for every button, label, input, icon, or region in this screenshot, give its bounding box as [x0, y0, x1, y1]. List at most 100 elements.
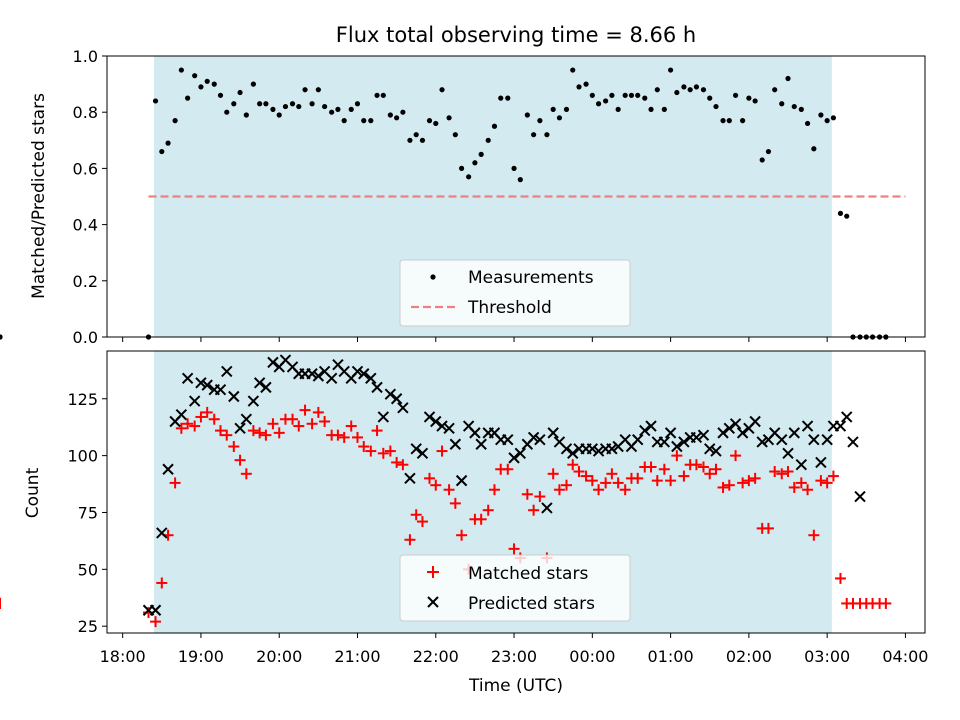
matched-star-point [697, 461, 709, 473]
measurement-point [811, 146, 817, 152]
predicted-star-point [260, 381, 272, 394]
predicted-star-point [527, 431, 540, 444]
matched-star-point [502, 463, 514, 475]
matched-star-point [338, 431, 350, 443]
measurement-point [844, 213, 850, 219]
matched-star-point [384, 445, 396, 457]
predicted-star-point [201, 379, 213, 391]
predicted-star-point [214, 383, 227, 396]
measurement-point [452, 132, 458, 138]
predicted-star-point [443, 422, 455, 435]
predicted-star-point [455, 474, 468, 487]
predicted-star-point [430, 415, 442, 428]
measurement-point [779, 101, 785, 107]
measurement-point [419, 137, 426, 143]
ratio-x-ticks [122, 337, 906, 342]
measurement-point [368, 118, 374, 124]
predicted-star-point [312, 370, 325, 382]
measurement-point [765, 148, 772, 155]
predicted-star-point [592, 445, 605, 457]
measurement-point [394, 115, 400, 121]
predicted-star-point [821, 433, 833, 446]
predicted-star-point [156, 527, 168, 539]
matched-star-point [260, 429, 272, 441]
x-tick-label: 21:00 [334, 647, 380, 666]
matched-star-point [534, 491, 546, 503]
predicted-star-point [267, 356, 279, 369]
matched-star-point [567, 459, 579, 471]
measurement-point [583, 81, 589, 87]
measurement-point [380, 92, 386, 98]
measurement-point [426, 118, 433, 124]
matched-star-point [443, 484, 455, 496]
predicted-star-point [560, 443, 573, 455]
predicted-star-point [541, 502, 553, 514]
predicted-star-point [678, 436, 690, 448]
measurement-point [740, 118, 746, 124]
predicted-star-point [632, 433, 644, 446]
measurement-point [726, 118, 732, 124]
ratio-y-label: Matched/Predicted stars [29, 93, 49, 299]
x-tick-label: 02:00 [726, 647, 772, 666]
legend-predicted-marker [427, 596, 439, 608]
legend-matched-label: Matched stars [468, 564, 588, 584]
matched-star-point [397, 459, 409, 471]
matched-star-point [690, 459, 702, 471]
predicted-star-point [736, 427, 749, 439]
matched-star-point [365, 445, 377, 457]
matched-star-point [267, 418, 279, 430]
matched-star-point [449, 497, 461, 509]
measurement-point [798, 106, 804, 112]
predicted-star-point [671, 440, 683, 453]
legend-measurements-marker [430, 274, 436, 280]
measurement-point [270, 106, 276, 112]
matched-star-point [821, 477, 833, 489]
measurement-point [654, 87, 660, 93]
measurement-point [348, 106, 354, 112]
measurement-point [243, 112, 249, 118]
predicted-star-point [175, 408, 188, 421]
matched-star-point [436, 445, 448, 457]
predicted-star-point [365, 372, 377, 384]
measurement-point [400, 109, 406, 115]
matched-star-point [593, 484, 605, 496]
ratio-legend-box [399, 259, 631, 327]
measurement-point [648, 106, 654, 112]
predicted-star-point [815, 456, 827, 469]
measurement-point [576, 84, 582, 90]
measurement-point [622, 92, 628, 98]
matched-star-point [293, 420, 305, 432]
measurement-point [282, 103, 289, 110]
predicted-star-point [534, 433, 546, 446]
predicted-star-point [704, 443, 716, 455]
measurement-point [837, 210, 844, 216]
measurement-point [556, 115, 563, 121]
matched-star-point [528, 504, 540, 516]
predicted-star-point [371, 381, 383, 394]
measurement-point [498, 95, 504, 101]
predicted-star-point [756, 436, 768, 448]
predicted-star-point [801, 420, 814, 432]
x-tick-label: 01:00 [648, 647, 694, 666]
measurement-point [407, 137, 413, 143]
predicted-star-point [664, 427, 677, 439]
measurement-point [302, 87, 308, 93]
matched-star-point [175, 422, 187, 434]
measurement-point [263, 101, 269, 107]
count-legend-box [399, 554, 631, 622]
predicted-star-point [423, 411, 436, 423]
predicted-star-point [253, 377, 266, 389]
measurement-point [791, 103, 797, 110]
x-tick-label: 03:00 [804, 647, 850, 666]
measurement-point [289, 101, 296, 107]
matched-star-point [737, 477, 749, 489]
predicted-star-point [690, 431, 703, 444]
matched-star-point [645, 461, 657, 473]
matched-star-point [827, 470, 839, 482]
measurement-point [603, 98, 609, 104]
matched-star-point [287, 413, 299, 425]
measurement-point [335, 106, 341, 112]
ratio-panel: 0.0 0.2 0.4 0.6 0.8 1.0 Matched/Predicted sta… [0, 47, 926, 347]
chart-title: Flux total observing time = 8.66 h [336, 23, 696, 47]
legend-matched-marker [427, 566, 439, 578]
